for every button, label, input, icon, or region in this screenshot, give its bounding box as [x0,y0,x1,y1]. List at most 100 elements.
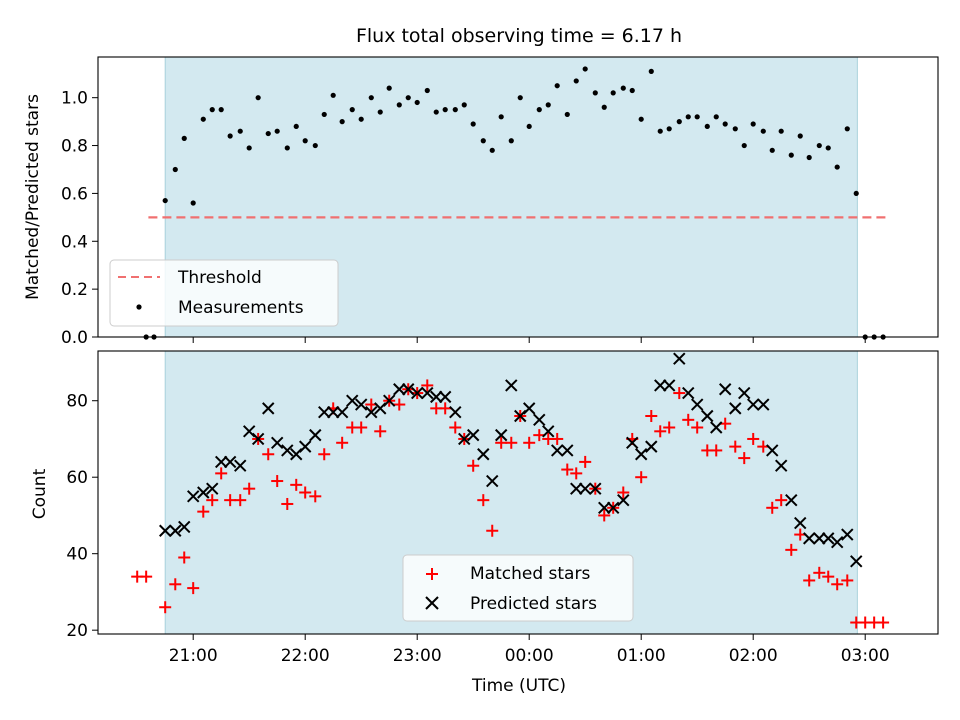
matched-star-point [169,578,182,591]
predicted-star-point [335,405,349,419]
predicted-star-point [346,394,359,407]
x-tick-label: 03:00 [841,646,890,666]
matched-star-point [486,524,499,537]
predicted-star-point [550,444,564,457]
matched-star-point [262,448,275,461]
measurement-points [143,66,886,340]
measurement-point [610,90,616,96]
matched-star-point [421,379,434,392]
measurement-point [657,128,663,134]
matched-star-point [654,425,667,438]
predicted-star-point [710,421,723,434]
measurement-point [190,200,196,206]
matched-star-point [477,494,490,507]
measurement-point [349,107,355,113]
predicted-star-point [570,482,583,495]
predicted-star-point [578,482,592,495]
measurement-point [638,116,644,122]
x-tick-label: 22:00 [281,646,330,666]
measurement-point [396,102,402,108]
measurement-point [377,109,383,115]
predicted-star-point [206,482,219,495]
measurement-point [302,138,308,144]
matched-star-point [224,494,237,507]
predicted-star-point [682,386,695,400]
predicted-star-point [766,444,779,457]
ratio-y-tick-label: 0.4 [61,232,88,252]
measurement-point [844,126,850,132]
predicted-star-point [421,386,434,400]
predicted-star-point [589,482,602,495]
measurement-point [694,114,700,120]
predicted-star-point [830,536,844,549]
count-x-ticks: 21:00 22:00 23:00 00:00 01:00 02:00 03:00 [169,634,890,666]
ratio-x-ticks [192,337,866,343]
predicted-star-point [505,379,518,392]
matched-star-point [766,501,779,514]
measurement-point [853,190,859,197]
measurement-point [760,128,766,134]
measurement-point [816,142,822,149]
matched-star-point [439,402,452,415]
measurement-point [237,128,243,134]
measurement-point [732,126,738,132]
measurement-point [554,83,560,89]
measurement-point [414,99,420,106]
measurement-point [386,85,392,91]
matched-star-point [598,509,611,522]
measurement-point [312,142,318,149]
x-tick-label: 01:00 [617,646,666,666]
measurement-point [592,90,598,96]
ratio-y-axis-label: Matched/Predicted stars [23,94,43,300]
predicted-star-point [298,440,312,453]
matched-star-point [663,421,676,434]
predicted-star-point [270,436,284,449]
measurement-point [274,128,280,134]
matched-star-point [178,551,191,564]
matched-star-point [159,601,172,614]
measurement-point [209,107,215,113]
predicted-star-point [169,524,182,537]
ratio-axes-frame [97,56,939,338]
legend-matched-label: Matched stars [470,564,590,584]
measurement-point [489,147,495,153]
chart-title: Flux total observing time = 6.17 h [356,25,682,47]
matched-star-point [355,421,368,434]
count-points [131,352,890,629]
measurement-point [470,121,476,127]
predicted-star-point [533,413,546,427]
matched-star-point [710,444,723,457]
matched-star-point [813,566,826,579]
matched-star-point [673,387,686,400]
matched-star-point [570,467,583,480]
legend-matched-swatch [426,568,438,580]
count-y-tick-label: 80 [66,392,88,412]
x-axis-label: Time (UTC) [471,676,566,696]
count-axes-frame [97,350,939,635]
matched-star-point [579,455,592,468]
measurement-point [573,78,579,84]
predicted-star-point [813,532,826,545]
measurement-point [368,95,374,101]
matched-star-point [617,486,630,499]
measurement-point [405,95,411,101]
predicted-star-point [746,398,760,411]
predicted-star-point [690,398,704,411]
predicted-star-point [458,432,471,446]
predicted-star-point [326,405,340,419]
predicted-star-point [522,402,536,415]
matched-star-point [785,543,798,556]
count-legend-box [402,554,634,622]
x-tick-label: 21:00 [169,646,218,666]
predicted-star-point [785,493,798,507]
predicted-star-point [617,493,630,507]
matched-star-point [281,497,294,510]
predicted-star-point [354,398,368,411]
legend-predicted-swatch [425,596,439,610]
predicted-star-point [822,532,835,545]
matched-star-point [393,398,406,411]
count-y-ticks: 20 40 60 80 [66,392,98,641]
x-tick-label: 00:00 [505,646,554,666]
predicted-star-point [309,428,322,442]
measurement-point [601,104,607,110]
